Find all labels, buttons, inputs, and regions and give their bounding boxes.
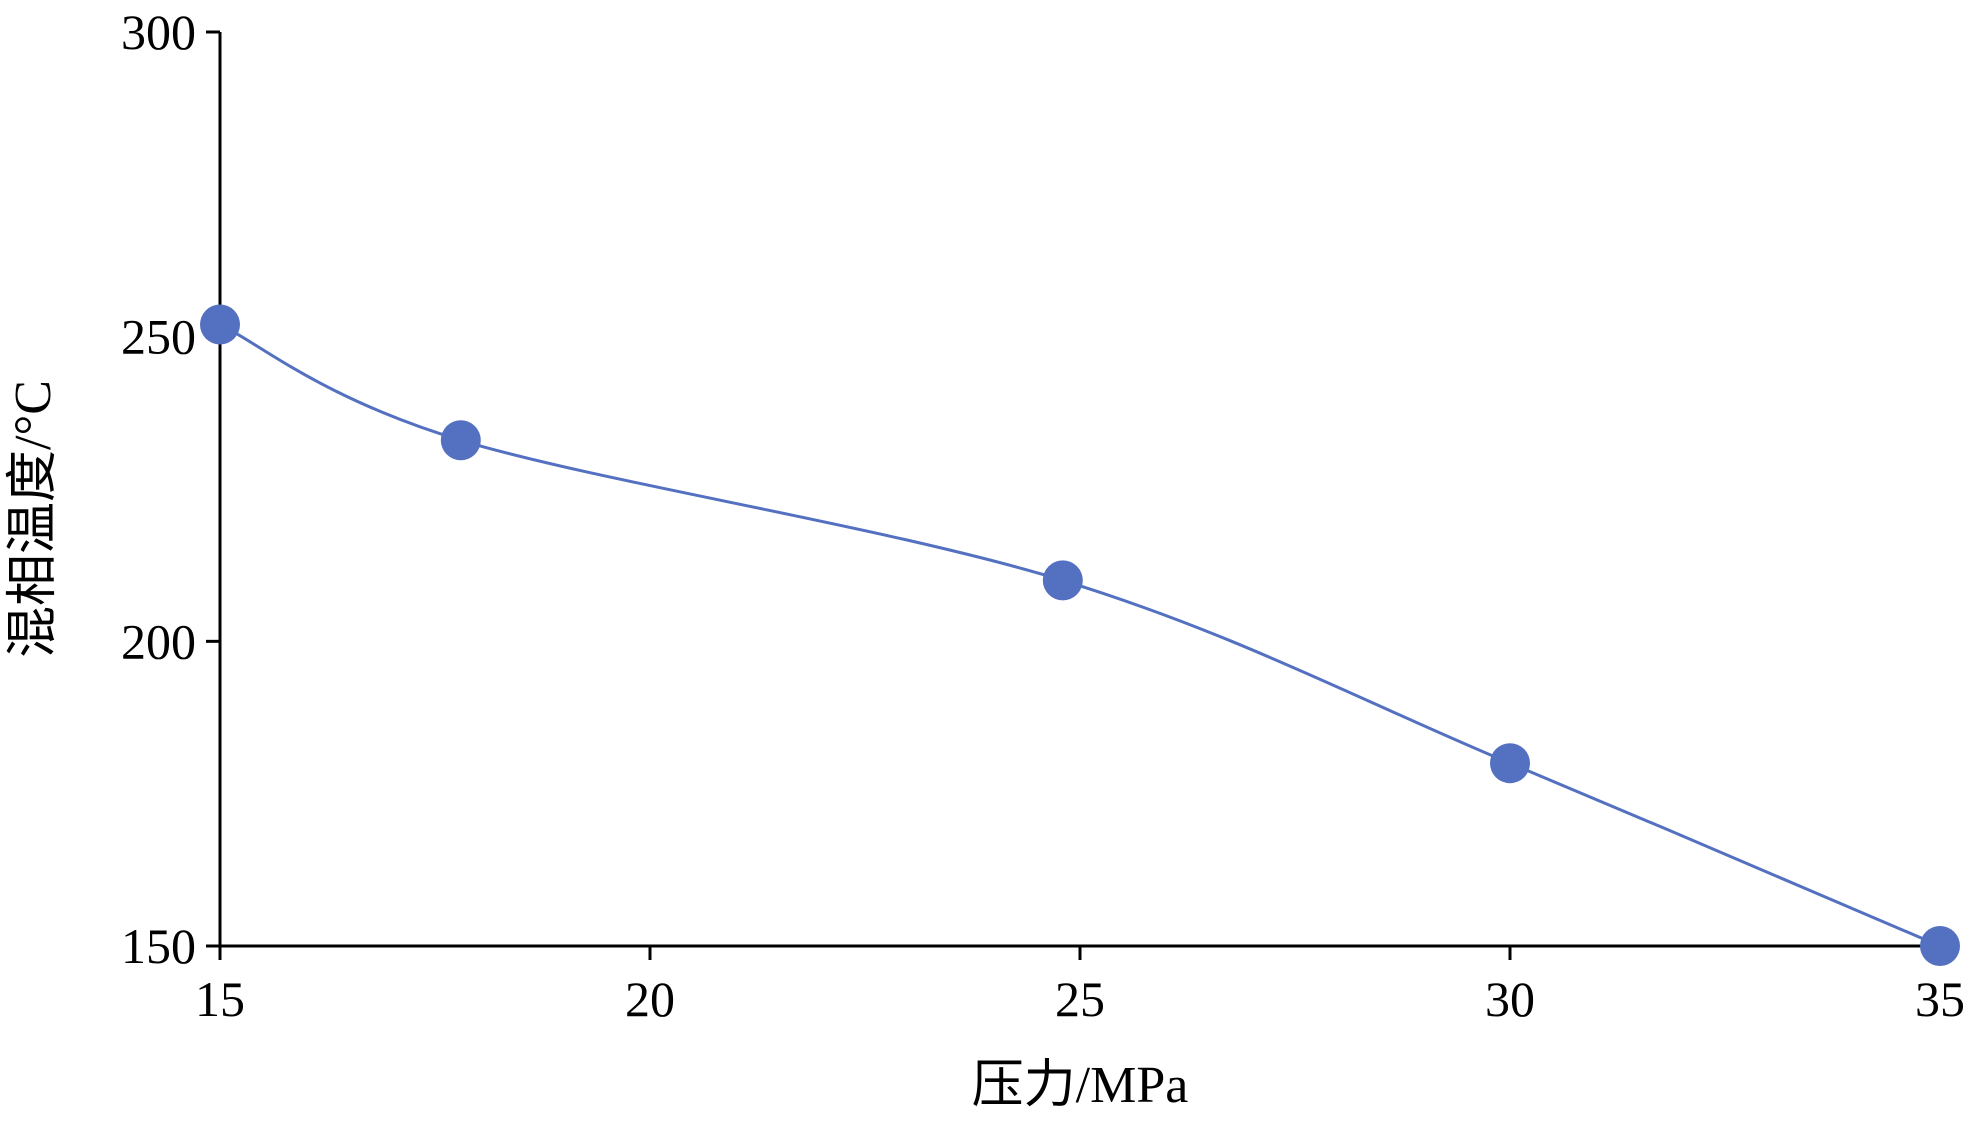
x-tick-label: 30 (1485, 971, 1535, 1027)
y-tick-label: 200 (121, 613, 196, 669)
data-point (440, 420, 481, 461)
series-line (219, 323, 1941, 948)
series-layer (200, 304, 1960, 966)
x-tick-label: 20 (625, 971, 675, 1027)
x-ticks: 15 20 25 30 35 (195, 946, 1965, 1027)
x-tick-label: 15 (195, 971, 245, 1027)
axes (218, 32, 1940, 948)
x-tick-label: 35 (1915, 971, 1965, 1027)
data-point (1920, 926, 1960, 966)
y-axis-title: 混相温度/°C (5, 380, 62, 658)
x-axis-title: 压力/MPa (972, 1057, 1189, 1114)
data-point (1490, 743, 1530, 784)
y-tick-label: 300 (121, 4, 196, 60)
y-tick-label: 250 (121, 309, 196, 365)
data-point (200, 304, 240, 345)
y-tick-label: 150 (121, 918, 196, 974)
data-point (1042, 560, 1083, 601)
y-ticks: 150 200 250 300 (121, 4, 220, 974)
x-tick-label: 25 (1055, 971, 1105, 1027)
